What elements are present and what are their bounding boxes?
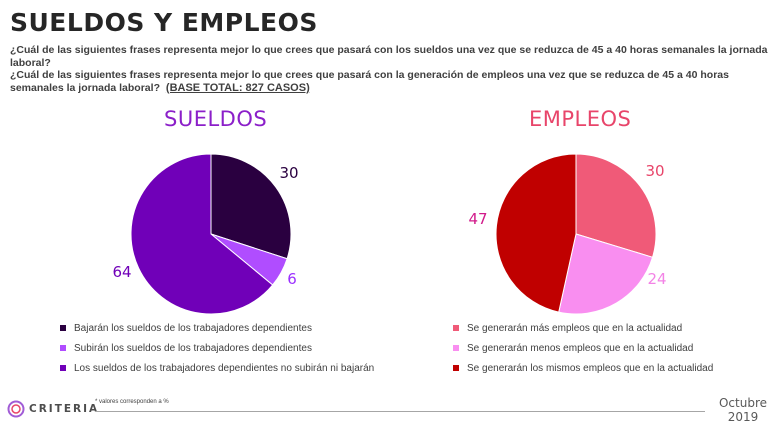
legend-0-label-1: Subirán los sueldos de los trabajadores …	[74, 342, 312, 354]
legend-0-item-2: Los sueldos de los trabajadores dependie…	[60, 358, 374, 378]
pie-0-label-1: 6	[287, 270, 297, 288]
legend-0-swatch-2	[60, 365, 66, 371]
pie-1-label-1: 24	[647, 270, 666, 288]
criteria-logo-icon	[7, 400, 25, 418]
pie-1-label-0: 30	[645, 162, 664, 180]
legend-1-label-2: Se generarán los mismos empleos que en l…	[467, 362, 714, 374]
chart-title-sueldos: SUELDOS	[164, 107, 268, 131]
legend-1-item-0: Se generarán más empleos que en la actua…	[453, 318, 713, 338]
pie-0-slice-2	[130, 153, 274, 315]
pie-1-label-2: 47	[468, 210, 487, 228]
legend-0-label-0: Bajarán los sueldos de los trabajadores …	[74, 322, 312, 334]
page-title: SUELDOS Y EMPLEOS	[10, 8, 318, 37]
date-month: Octubre	[718, 396, 768, 410]
base-total: (BASE TOTAL: 827 CASOS)	[165, 81, 310, 94]
brand-name: CRITERIA	[29, 403, 100, 415]
legend-1-swatch-0	[453, 325, 459, 331]
date-year: 2019	[727, 410, 759, 424]
criteria-logo: CRITERIA	[7, 400, 99, 418]
legend-0-item-0: Bajarán los sueldos de los trabajadores …	[60, 318, 374, 338]
chart-title-empleos: EMPLEOS	[529, 107, 632, 131]
legend-sueldos: Bajarán los sueldos de los trabajadores …	[60, 318, 374, 378]
legend-0-item-1: Subirán los sueldos de los trabajadores …	[60, 338, 374, 358]
legend-1-swatch-2	[453, 365, 459, 371]
legend-1-label-0: Se generarán más empleos que en la actua…	[467, 322, 683, 334]
pie-0-slice-0	[210, 153, 292, 260]
pie-0-label-0: 30	[279, 164, 298, 182]
legend-1-label-1: Se generarán menos empleos que en la act…	[467, 342, 694, 354]
legend-empleos: Se generarán más empleos que en la actua…	[453, 318, 713, 378]
pie-1-slice-1	[558, 233, 654, 315]
legend-1-item-2: Se generarán los mismos empleos que en l…	[453, 358, 713, 378]
legend-0-label-2: Los sueldos de los trabajadores dependie…	[74, 362, 375, 374]
question-sueldos: ¿Cuál de las siguientes frases represent…	[10, 44, 768, 69]
pie-1-slice-0	[575, 153, 657, 258]
legend-0-swatch-1	[60, 345, 66, 351]
footer-divider	[95, 411, 705, 412]
date-stamp: Octubre 2019	[709, 396, 777, 424]
values-note: * valores corresponden a %	[95, 399, 169, 405]
question-empleos-text: ¿Cuál de las siguientes frases represent…	[10, 69, 729, 94]
legend-1-swatch-1	[453, 345, 459, 351]
pie-1-slice-2	[495, 153, 577, 313]
legend-0-swatch-0	[60, 325, 66, 331]
question-empleos: ¿Cuál de las siguientes frases represent…	[10, 69, 770, 94]
legend-1-item-1: Se generarán menos empleos que en la act…	[453, 338, 713, 358]
pie-0-label-2: 64	[112, 263, 131, 281]
